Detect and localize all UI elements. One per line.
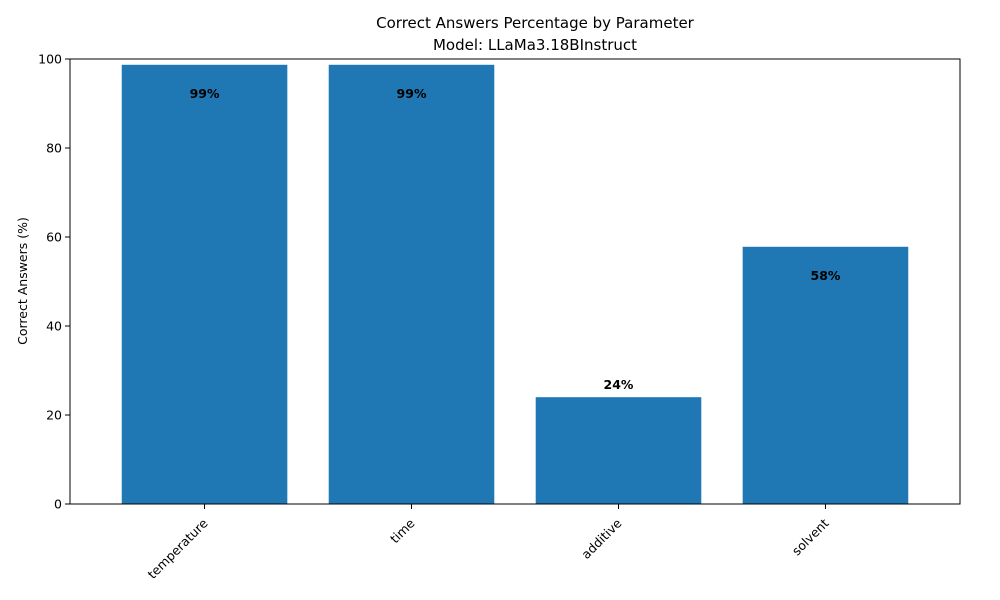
plot-frame <box>69 58 961 505</box>
bar-value-label: 24% <box>604 377 634 392</box>
y-tick-label: 20 <box>46 408 62 423</box>
bar-value-label: 99% <box>190 86 220 101</box>
bar-time <box>328 64 495 504</box>
bar-temperature <box>121 64 288 504</box>
y-tick-label: 40 <box>46 319 62 334</box>
y-tick-label: 100 <box>38 52 62 67</box>
bar-solvent <box>742 246 909 505</box>
y-tick-label: 80 <box>46 141 62 156</box>
x-tick-label: additive <box>578 515 625 562</box>
y-tick-label: 60 <box>46 230 62 245</box>
bars-group: 99% 99% 24% 58% <box>121 64 909 505</box>
x-tick-label: time <box>387 515 418 546</box>
bar-value-label: 99% <box>397 86 427 101</box>
x-tick-label: solvent <box>789 515 832 558</box>
chart-title: Correct Answers Percentage by Parameter <box>376 14 695 32</box>
bar-value-label: 58% <box>811 268 841 283</box>
chart-subtitle: Model: LLaMa3.18BInstruct <box>433 36 637 54</box>
y-axis-label: Correct Answers (%) <box>15 217 30 345</box>
bar-additive <box>535 397 702 504</box>
y-tick-label: 0 <box>54 497 62 512</box>
x-tick-label: temperature <box>144 515 210 581</box>
